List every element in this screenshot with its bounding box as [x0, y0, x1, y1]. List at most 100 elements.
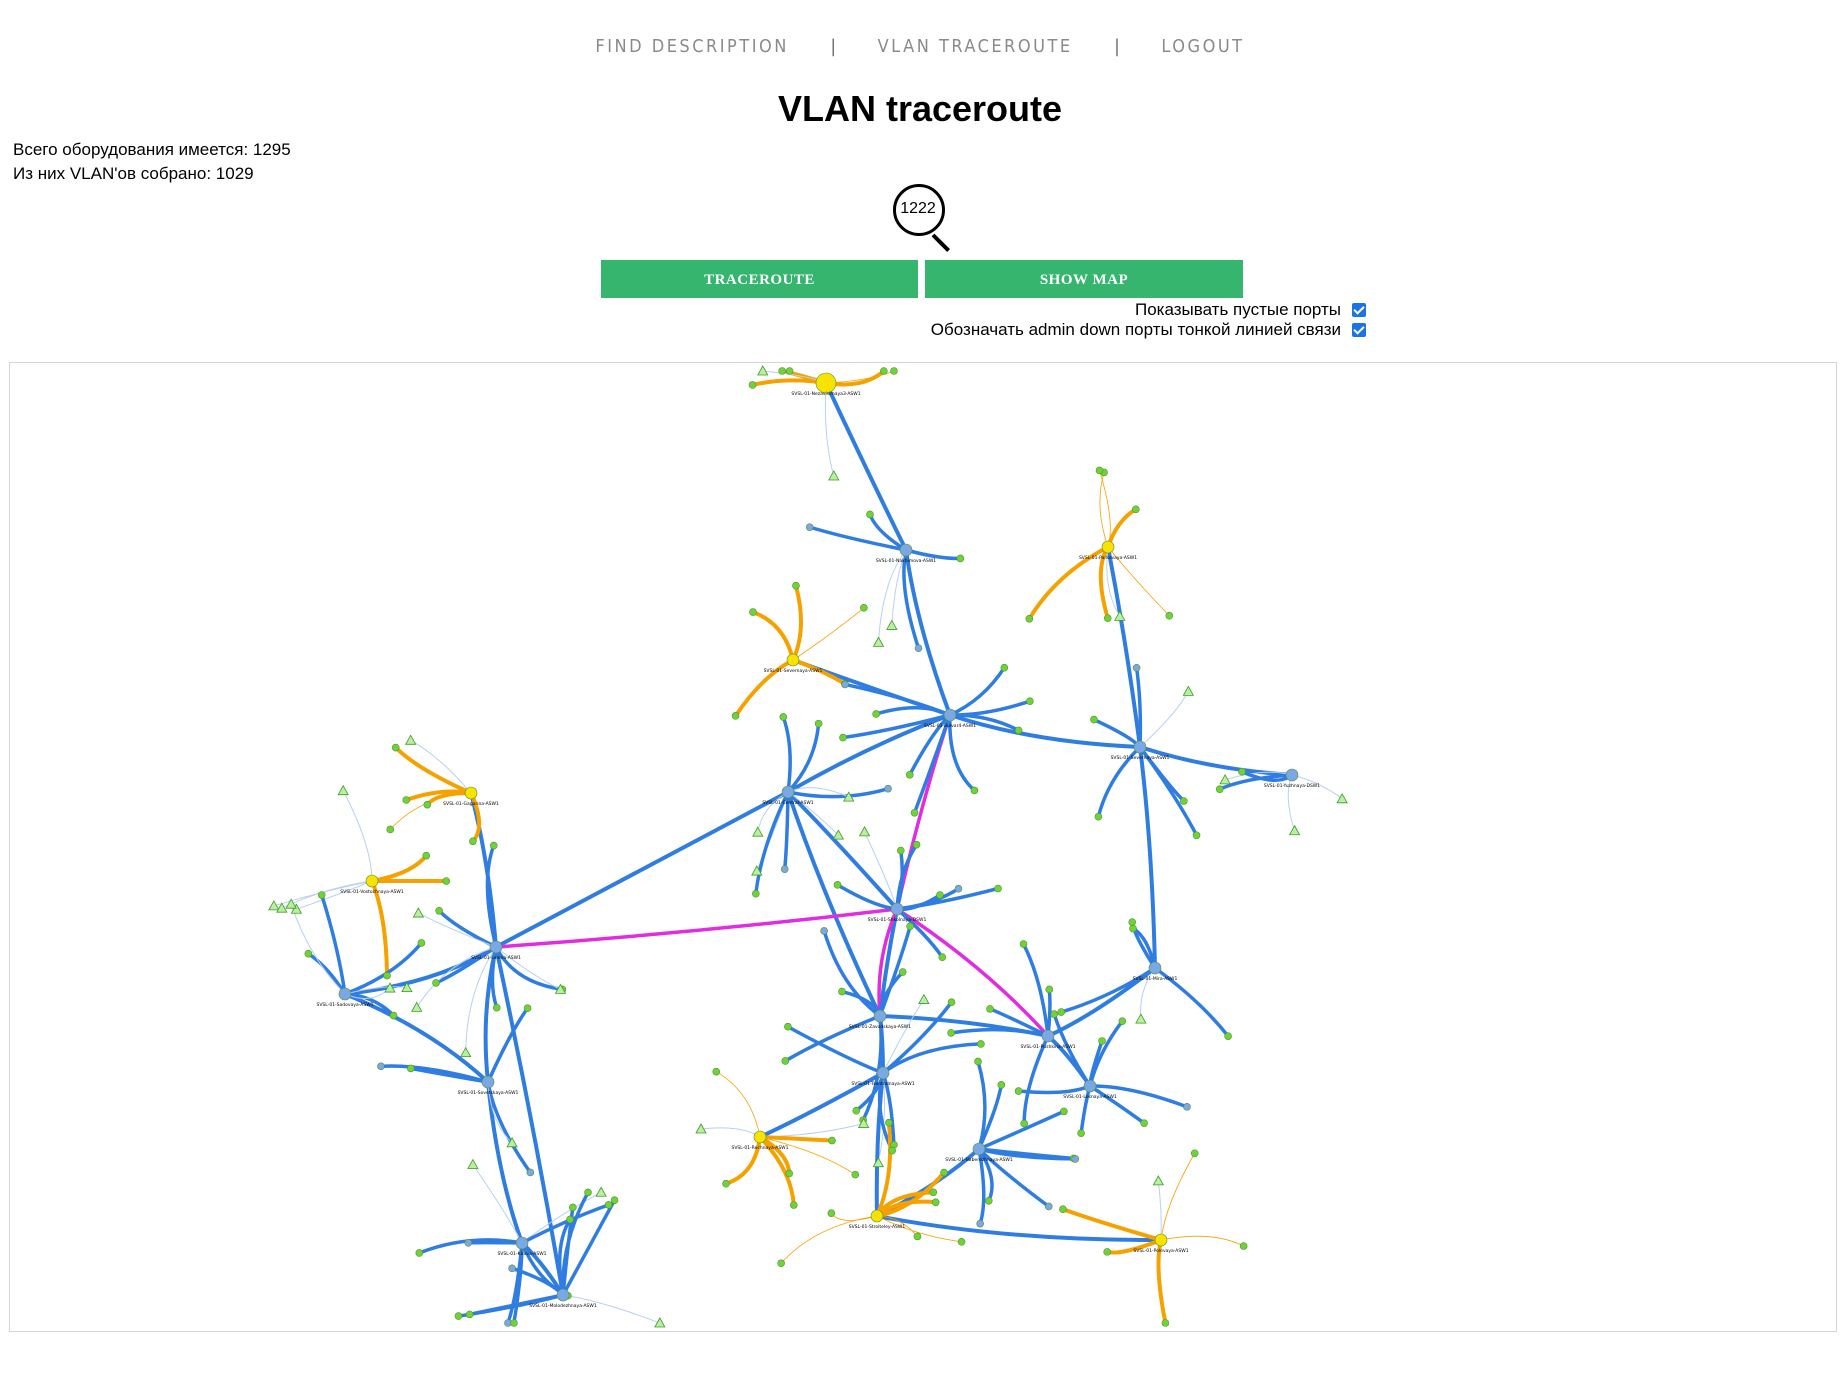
port-node[interactable]	[880, 367, 888, 375]
network-map[interactable]: SVSL-01-Nezavisimaya3-ASW1 SVSL-01-Nakhim…	[9, 362, 1837, 1332]
switch-node[interactable]	[943, 708, 957, 722]
port-node[interactable]	[492, 1003, 501, 1012]
port-node[interactable]	[1190, 1149, 1199, 1158]
port-node[interactable]	[888, 1146, 897, 1155]
port-node[interactable]	[1060, 1107, 1068, 1116]
switch-node[interactable]	[753, 1130, 767, 1144]
access-point-icon[interactable]	[290, 903, 303, 914]
port-node[interactable]	[905, 771, 914, 779]
port-node[interactable]	[977, 1040, 985, 1048]
switch-node[interactable]	[786, 653, 800, 667]
switch-node[interactable]	[972, 1142, 986, 1156]
port-node[interactable]	[936, 891, 944, 899]
access-point-icon[interactable]	[858, 826, 871, 837]
switch-node[interactable]	[481, 1075, 495, 1089]
access-point-icon[interactable]	[506, 1136, 518, 1148]
access-point-icon[interactable]	[276, 902, 288, 913]
port-node[interactable]	[1224, 1032, 1232, 1040]
switch-node[interactable]	[873, 1009, 887, 1023]
port-node[interactable]	[789, 1201, 798, 1209]
port-node[interactable]	[1103, 1248, 1111, 1256]
access-point-icon[interactable]	[1288, 824, 1301, 836]
port-node[interactable]	[1057, 1008, 1066, 1016]
port-node[interactable]	[910, 808, 919, 817]
access-point-icon[interactable]	[918, 993, 930, 1004]
access-point-icon[interactable]	[384, 982, 396, 993]
port-node[interactable]	[954, 884, 963, 893]
port-node[interactable]	[827, 1209, 836, 1217]
switch-node[interactable]	[781, 785, 795, 799]
switch-node[interactable]	[365, 874, 379, 888]
port-node[interactable]	[749, 608, 757, 616]
switch-node[interactable]	[338, 987, 352, 1001]
port-node[interactable]	[526, 1168, 535, 1177]
switch-node[interactable]	[890, 902, 904, 916]
port-node[interactable]	[391, 743, 400, 752]
access-point-icon[interactable]	[857, 1117, 870, 1128]
port-node[interactable]	[386, 825, 395, 834]
port-node[interactable]	[872, 710, 880, 718]
access-point-icon[interactable]	[1114, 610, 1126, 621]
port-node[interactable]	[805, 523, 814, 531]
port-node[interactable]	[947, 998, 956, 1007]
port-node[interactable]	[317, 891, 326, 899]
port-node[interactable]	[569, 1203, 577, 1212]
switch-node[interactable]	[1133, 740, 1147, 754]
access-point-icon[interactable]	[1182, 685, 1195, 696]
port-node[interactable]	[1095, 466, 1104, 475]
port-node[interactable]	[422, 851, 431, 860]
access-point-icon[interactable]	[843, 791, 855, 802]
port-node[interactable]	[785, 1169, 794, 1178]
switch-node[interactable]	[489, 940, 503, 954]
port-node[interactable]	[1098, 1037, 1106, 1045]
port-node[interactable]	[976, 1219, 984, 1228]
port-node[interactable]	[304, 949, 313, 958]
port-node[interactable]	[860, 604, 868, 612]
port-node[interactable]	[1059, 1205, 1067, 1214]
port-node[interactable]	[1071, 1155, 1080, 1163]
port-node[interactable]	[1129, 924, 1137, 933]
port-node[interactable]	[890, 367, 898, 375]
vlan-input[interactable]	[896, 187, 940, 231]
port-node[interactable]	[1090, 715, 1098, 724]
port-node[interactable]	[1050, 1010, 1058, 1018]
access-point-icon[interactable]	[757, 365, 769, 376]
nav-find-description[interactable]: FIND DESCRIPTION	[595, 36, 789, 57]
network-graph[interactable]: SVSL-01-Nezavisimaya3-ASW1 SVSL-01-Nakhim…	[10, 363, 1836, 1331]
port-node[interactable]	[778, 367, 786, 375]
port-node[interactable]	[610, 1196, 619, 1204]
port-node[interactable]	[1161, 1319, 1170, 1327]
access-point-icon[interactable]	[460, 1046, 472, 1058]
access-point-icon[interactable]	[1219, 774, 1231, 785]
port-node[interactable]	[1132, 663, 1141, 672]
port-node[interactable]	[956, 554, 965, 563]
port-node[interactable]	[820, 927, 828, 935]
port-node[interactable]	[752, 889, 760, 898]
port-node[interactable]	[866, 510, 874, 519]
access-point-icon[interactable]	[412, 907, 425, 918]
port-node[interactable]	[947, 1029, 955, 1037]
port-node[interactable]	[885, 1118, 893, 1127]
port-node[interactable]	[957, 1238, 966, 1246]
access-point-icon[interactable]	[595, 1186, 607, 1197]
switch-node[interactable]	[815, 372, 837, 394]
port-node[interactable]	[1183, 1103, 1191, 1111]
port-node[interactable]	[814, 719, 823, 728]
port-node[interactable]	[931, 1198, 940, 1207]
switch-node[interactable]	[1285, 768, 1299, 782]
port-node[interactable]	[1140, 1119, 1148, 1127]
access-point-icon[interactable]	[1135, 1013, 1147, 1024]
port-node[interactable]	[938, 953, 947, 962]
port-node[interactable]	[1118, 1017, 1127, 1025]
traceroute-button[interactable]: TRACEROUTE	[601, 260, 918, 298]
port-node[interactable]	[1019, 940, 1028, 948]
port-node[interactable]	[781, 1057, 790, 1065]
port-node[interactable]	[914, 644, 923, 652]
port-node[interactable]	[377, 1062, 385, 1071]
port-node[interactable]	[1239, 1242, 1248, 1250]
port-node[interactable]	[897, 846, 905, 855]
port-node[interactable]	[508, 1264, 516, 1273]
access-point-icon[interactable]	[654, 1317, 666, 1328]
port-node[interactable]	[913, 1232, 922, 1241]
port-node[interactable]	[435, 906, 443, 915]
